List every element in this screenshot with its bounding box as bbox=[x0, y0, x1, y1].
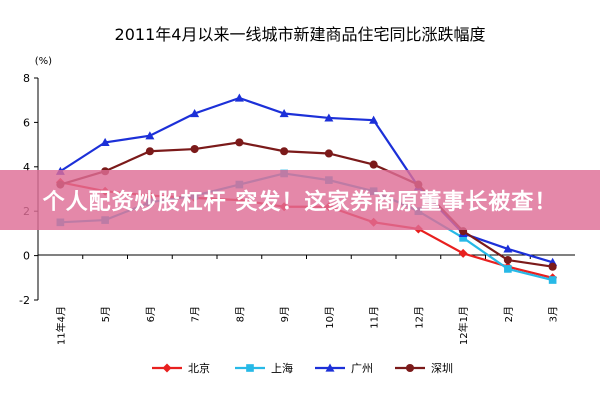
data-point bbox=[190, 109, 200, 118]
data-point bbox=[324, 149, 333, 158]
data-point bbox=[279, 109, 289, 118]
x-tick-label: 11年4月 bbox=[54, 306, 67, 345]
data-point bbox=[548, 276, 557, 284]
legend-item-深圳: 深圳 bbox=[395, 362, 453, 375]
y-tick-label: 8 bbox=[23, 72, 30, 85]
data-point bbox=[145, 147, 154, 156]
data-point bbox=[100, 137, 110, 146]
x-tick-label: 3月 bbox=[548, 306, 560, 322]
data-point bbox=[503, 244, 513, 253]
data-point bbox=[369, 160, 378, 169]
data-point bbox=[145, 131, 155, 140]
x-tick-label: 9月 bbox=[279, 306, 291, 322]
series-line bbox=[60, 141, 553, 268]
y-tick-label: 0 bbox=[23, 250, 30, 263]
data-point bbox=[459, 234, 467, 242]
legend-label: 广州 bbox=[351, 362, 373, 375]
legend-label: 深圳 bbox=[431, 362, 453, 375]
x-tick-label: 5月 bbox=[100, 306, 112, 322]
chart-title: 2011年4月以来一线城市新建商品住宅同比涨跌幅度 bbox=[115, 25, 486, 44]
legend-item-上海: 上海 bbox=[235, 361, 293, 375]
data-point bbox=[405, 363, 415, 373]
legend-item-北京: 北京 bbox=[152, 361, 210, 375]
data-point bbox=[235, 138, 244, 147]
data-point bbox=[246, 364, 254, 372]
data-point bbox=[162, 363, 172, 373]
y-tick-label: 4 bbox=[23, 161, 30, 174]
data-point bbox=[458, 248, 468, 258]
x-tick-label: 12月 bbox=[413, 306, 425, 329]
legend-label: 北京 bbox=[188, 361, 210, 375]
legend-label: 上海 bbox=[271, 361, 293, 375]
y-axis-label: (%) bbox=[35, 56, 52, 67]
data-point bbox=[280, 147, 289, 156]
y-tick-label: 6 bbox=[23, 116, 30, 129]
x-tick-label: 10月 bbox=[324, 306, 336, 329]
axes: -20246811年4月5月6月7月8月9月10月11月12月12年1月2月3月 bbox=[19, 72, 575, 345]
legend-item-广州: 广州 bbox=[315, 362, 373, 375]
y-tick-label: -2 bbox=[19, 294, 30, 307]
data-point bbox=[324, 113, 334, 122]
x-tick-label: 12年1月 bbox=[457, 306, 470, 345]
x-tick-label: 6月 bbox=[145, 306, 157, 322]
data-point bbox=[548, 262, 557, 271]
x-tick-label: 8月 bbox=[234, 306, 246, 322]
banner-text: 个人配资炒股杠杆 突发！这家券商原董事长被查！ bbox=[42, 190, 558, 215]
data-point bbox=[504, 265, 512, 273]
x-tick-label: 7月 bbox=[190, 306, 202, 322]
legend: 北京 上海 广州 深圳 bbox=[152, 361, 453, 375]
data-point bbox=[190, 144, 199, 154]
data-point bbox=[234, 93, 244, 102]
data-point bbox=[503, 255, 512, 265]
overlay-banner[interactable]: 个人配资炒股杠杆 突发！这家券商原董事长被查！ bbox=[0, 170, 600, 230]
x-tick-label: 11月 bbox=[369, 306, 381, 329]
data-point bbox=[325, 363, 335, 372]
data-point bbox=[369, 115, 379, 124]
x-tick-label: 2月 bbox=[503, 306, 515, 322]
